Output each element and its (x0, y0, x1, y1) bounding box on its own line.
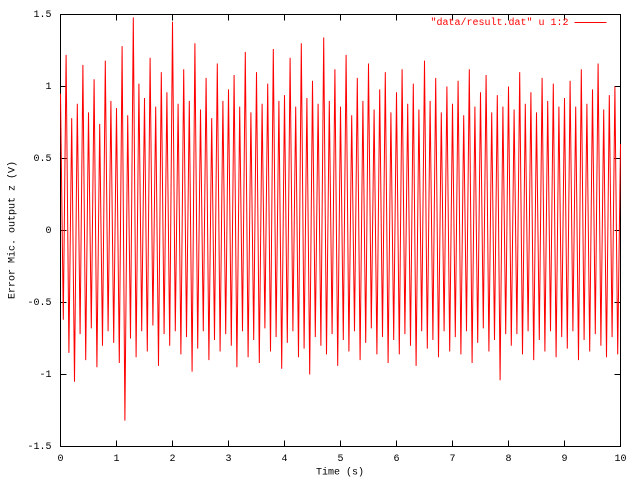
data-line (60, 17, 621, 421)
y-tick-label: 1.5 (33, 10, 51, 21)
x-tick-label: 3 (225, 454, 231, 465)
y-tick-label: 0.5 (33, 154, 51, 165)
y-tick-label: 0 (45, 226, 51, 237)
x-tick-label: 5 (337, 454, 343, 465)
x-tick-label: 9 (561, 454, 567, 465)
x-tick-label: 6 (393, 454, 399, 465)
y-tick-label: -1 (39, 370, 51, 381)
legend-label: "data/result.dat" u 1:2 (430, 17, 568, 29)
y-tick-label: -1.5 (27, 442, 51, 453)
x-tick-label: 2 (169, 454, 175, 465)
y-tick-label: 1 (45, 82, 51, 93)
x-tick-label: 7 (449, 454, 455, 465)
x-tick-label: 10 (614, 454, 626, 465)
x-tick-label: 1 (113, 454, 119, 465)
x-tick-label: 0 (57, 454, 63, 465)
x-tick-label: 4 (281, 454, 287, 465)
x-axis-label: Time (s) (316, 467, 364, 479)
y-tick-label: -0.5 (27, 298, 51, 309)
y-axis-label: Error Mic. output z (V) (7, 161, 19, 299)
plot-frame (60, 14, 621, 447)
x-tick-label: 8 (505, 454, 511, 465)
